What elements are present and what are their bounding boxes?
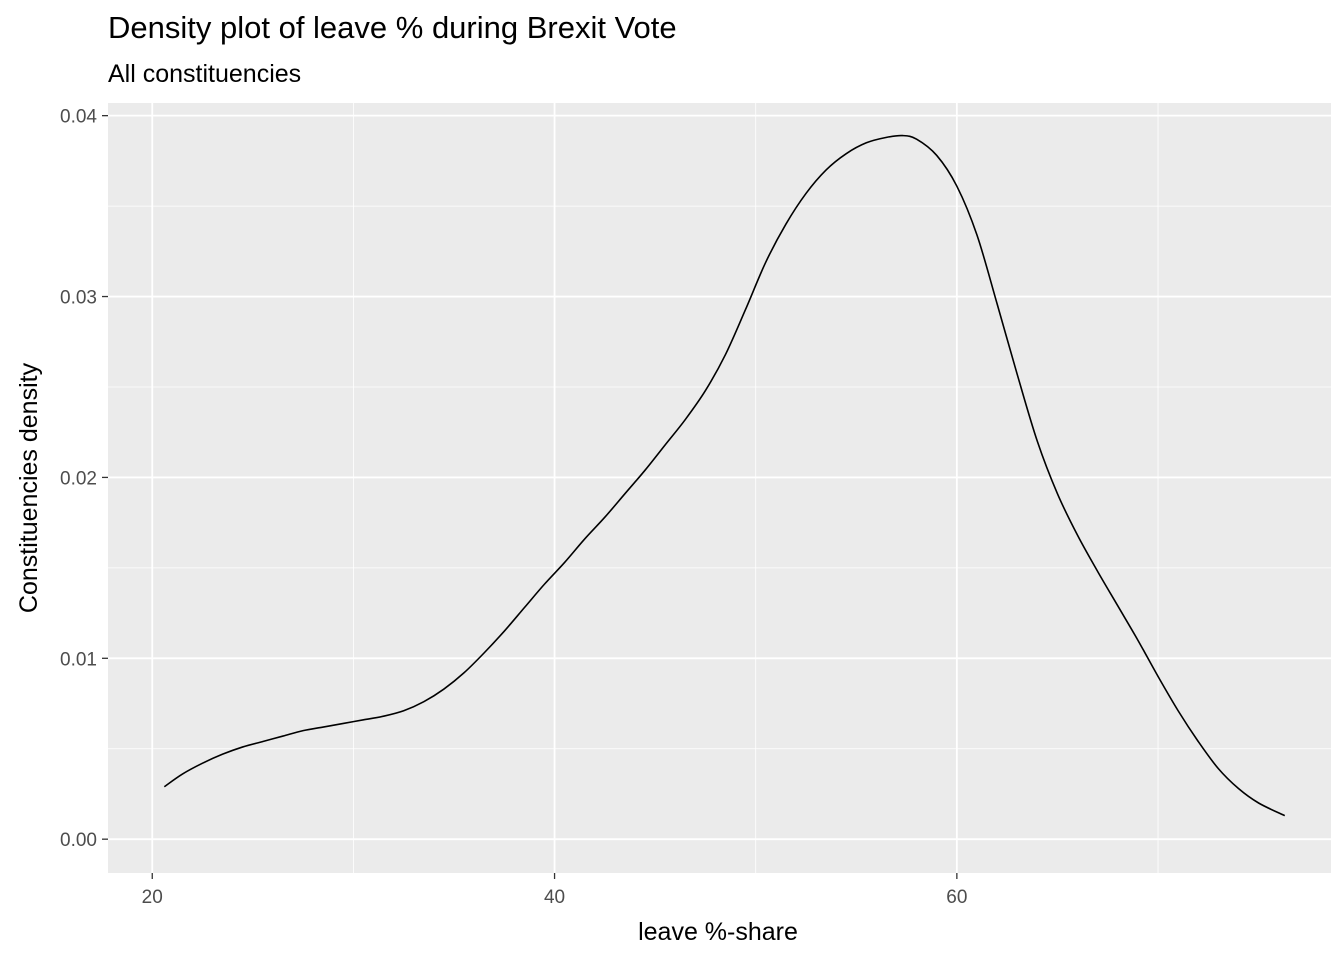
y-axis-title: Constituencies density — [15, 362, 43, 613]
chart-subtitle: All constituencies — [108, 60, 302, 88]
minor-gridlines — [108, 103, 1331, 873]
y-tick-label: 0.03 — [60, 288, 97, 309]
plot-panel — [108, 103, 1331, 873]
x-tick-label: 20 — [142, 887, 163, 908]
chart-title: Density plot of leave % during Brexit Vo… — [108, 10, 677, 45]
x-tick-label: 60 — [946, 887, 967, 908]
x-axis-title: leave %-share — [638, 918, 798, 946]
y-tick-label: 0.02 — [60, 468, 97, 489]
axis-ticks — [102, 115, 958, 879]
axis-tick-labels: 20 40 60 0.00 0.01 0.02 0.03 0.04 — [60, 107, 967, 908]
density-curve — [163, 134, 1286, 817]
x-tick-label: 40 — [544, 887, 565, 908]
y-tick-label: 0.00 — [60, 830, 97, 851]
major-gridlines — [108, 103, 1331, 873]
y-tick-label: 0.01 — [60, 649, 97, 670]
y-tick-label: 0.04 — [60, 107, 97, 128]
